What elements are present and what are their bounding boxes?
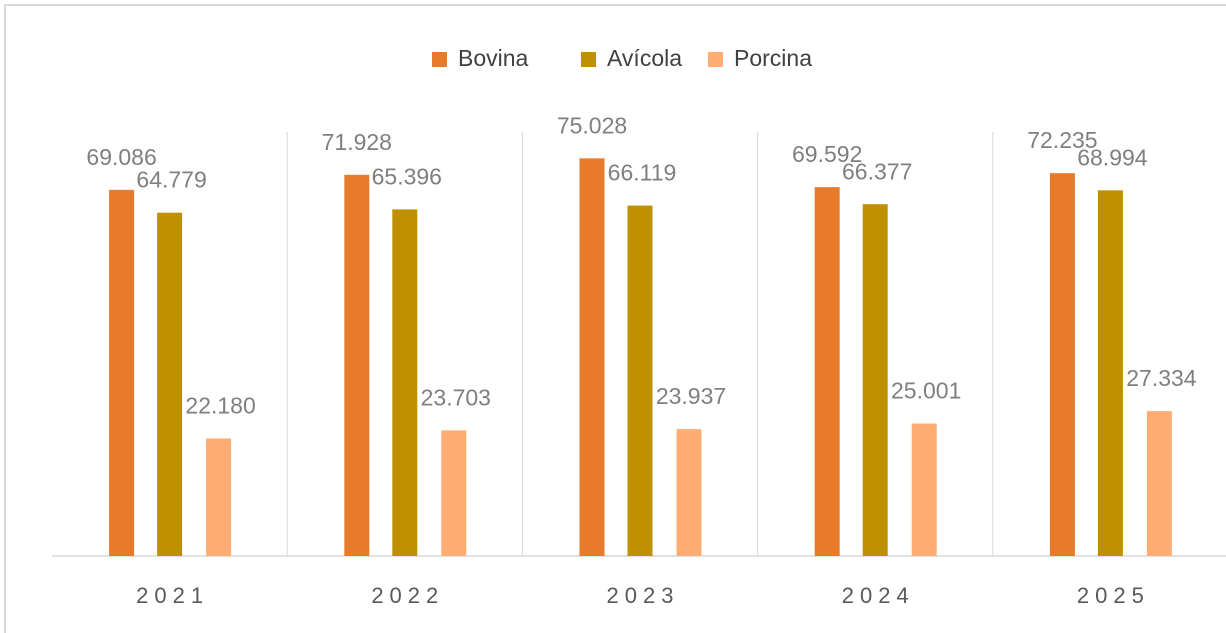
bar [1097, 190, 1123, 557]
legend-label: Avícola [607, 45, 682, 71]
data-label: 23.937 [656, 383, 726, 409]
data-label: 27.334 [1126, 365, 1197, 391]
data-label: 65.396 [372, 163, 442, 189]
bar [814, 187, 840, 556]
bar [109, 189, 135, 557]
bar [206, 438, 232, 556]
data-label: 75.028 [557, 112, 627, 138]
bar [392, 209, 418, 557]
data-label: 66.119 [608, 160, 677, 186]
data-label: 66.377 [842, 158, 912, 184]
bar [627, 205, 653, 556]
data-label: 71.928 [322, 129, 392, 155]
x-tick-label: 2023 [607, 583, 680, 608]
legend-label: Porcina [734, 45, 812, 71]
x-tick-label: 2024 [842, 583, 915, 608]
bar [441, 430, 467, 556]
data-label: 64.779 [136, 167, 206, 193]
bar [862, 204, 888, 556]
data-label: 72.235 [1027, 127, 1097, 153]
legend-swatch [432, 52, 447, 67]
x-tick-label: 2025 [1077, 583, 1150, 608]
bar [911, 423, 937, 556]
bar [1049, 173, 1075, 557]
data-label: 69.592 [792, 141, 862, 167]
bar [676, 429, 702, 556]
legend-label: Bovina [458, 45, 529, 71]
data-label: 25.001 [891, 378, 961, 404]
data-label: 68.994 [1077, 144, 1148, 170]
x-tick-label: 2022 [371, 583, 444, 608]
data-label: 69.086 [86, 144, 156, 170]
bar [157, 212, 183, 556]
data-label: 22.180 [185, 393, 255, 419]
data-label: 23.703 [421, 384, 491, 410]
bar [579, 158, 605, 556]
x-tick-label: 2021 [136, 583, 209, 608]
chart-border [4, 4, 1226, 633]
legend-swatch [581, 52, 596, 67]
legend-swatch [708, 52, 723, 67]
bar [1146, 411, 1172, 556]
bar [344, 174, 370, 556]
